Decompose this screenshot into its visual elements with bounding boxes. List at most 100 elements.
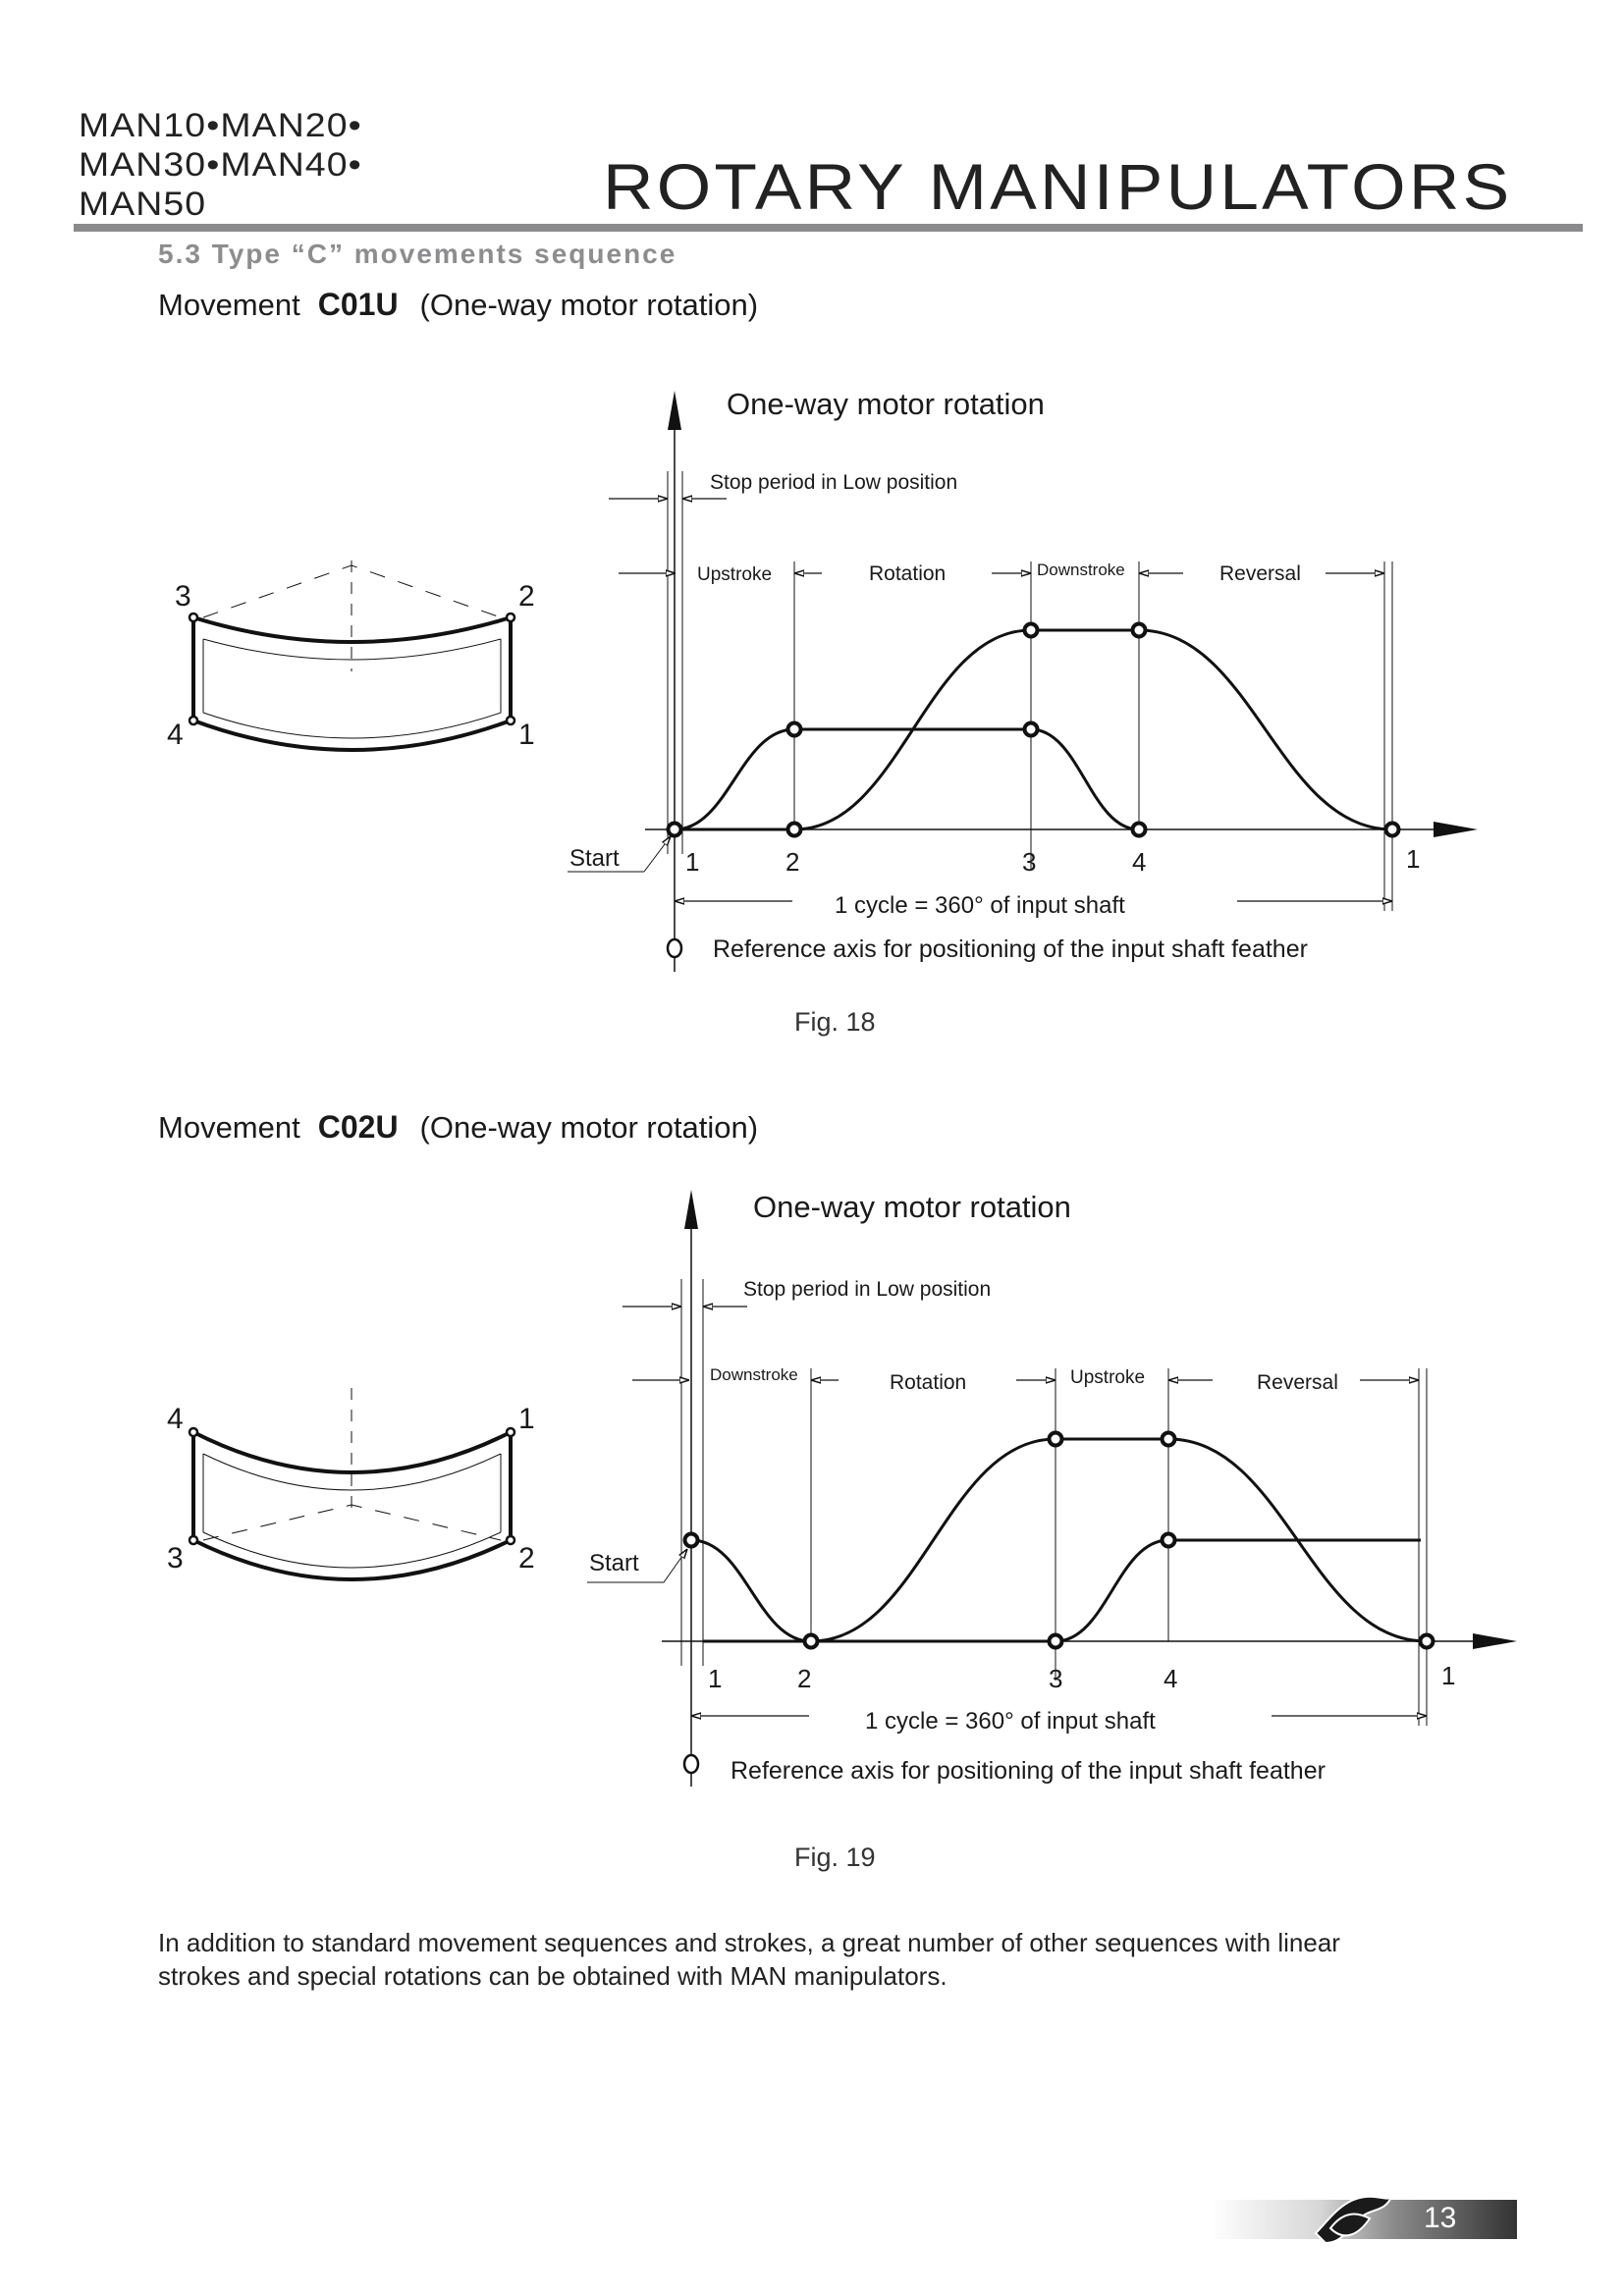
- corner-node: [505, 1426, 516, 1438]
- position-node: [1160, 1430, 1177, 1448]
- page-number: 13: [1424, 2202, 1457, 2234]
- model-list-line-2: MAN30•MAN40•: [79, 146, 362, 184]
- movement-heading-c02u: Movement C02U (One-way motor rotation): [158, 1109, 758, 1146]
- corner-node: [188, 612, 199, 623]
- position-label: 1: [685, 847, 699, 877]
- corner-node: [188, 1426, 199, 1438]
- brand-logo-icon: [1314, 2194, 1393, 2245]
- phase-label-2: Rotation: [869, 562, 946, 585]
- start-label: Start: [589, 1550, 639, 1576]
- position-label: 1: [1406, 844, 1420, 874]
- document-title: ROTARY MANIPULATORS: [603, 150, 1513, 223]
- position-label: 3: [1049, 1664, 1062, 1693]
- motion-curve: [703, 1538, 1421, 1643]
- reference-axis-icon: [682, 1753, 700, 1775]
- corner-label: 3: [175, 580, 191, 613]
- corner-label: 1: [518, 1403, 535, 1435]
- motion-arrow: [202, 1531, 502, 1569]
- movement-prefix: Movement: [158, 288, 300, 322]
- phase-label-4: Reversal: [1219, 562, 1301, 585]
- figure-19-motion-icon: [188, 1388, 516, 1581]
- x-axis-arrow-icon: [1434, 822, 1478, 837]
- figure-18-timing-diagram: [568, 391, 1478, 972]
- position-node: [1022, 721, 1040, 738]
- body-paragraph-line-2: strokes and special rotations can be obt…: [158, 1961, 947, 1991]
- corner-label: 2: [518, 580, 535, 613]
- start-label: Start: [569, 845, 620, 872]
- position-label: 1: [708, 1664, 722, 1693]
- position-node: [1047, 1632, 1064, 1650]
- movement-note: (One-way motor rotation): [419, 1110, 759, 1145]
- start-leader: [663, 1549, 687, 1583]
- section-title: 5.3 Type “C” movements sequence: [158, 239, 677, 269]
- position-node: [666, 821, 683, 838]
- position-node: [1383, 821, 1401, 838]
- motion-arrow: [202, 638, 502, 661]
- corner-node: [505, 1534, 516, 1546]
- position-label: 2: [797, 1664, 811, 1693]
- chart-title: One-way motor rotation: [727, 387, 1045, 421]
- motion-arrow: [202, 1453, 502, 1491]
- position-node: [1130, 821, 1148, 838]
- corner-label: 2: [518, 1542, 535, 1575]
- corner-node: [505, 612, 516, 623]
- movement-code: C01U: [317, 287, 399, 322]
- corner-label: 4: [167, 719, 184, 751]
- phase-label-1: Downstroke: [710, 1365, 798, 1384]
- motion-curve: [674, 727, 1140, 831]
- corner-label: 4: [167, 1403, 184, 1435]
- corner-node: [505, 715, 516, 726]
- position-label: 4: [1132, 847, 1146, 877]
- figure-18-motion-icon: [188, 561, 516, 752]
- stop-period-label: Stop period in Low position: [743, 1278, 991, 1301]
- reference-label: Reference axis for positioning of the in…: [713, 935, 1308, 963]
- movement-note: (One-way motor rotation): [419, 288, 759, 322]
- position-node: [1047, 1430, 1064, 1448]
- phase-label-4: Reversal: [1257, 1371, 1338, 1394]
- movement-code: C02U: [317, 1109, 399, 1145]
- position-label: 3: [1022, 847, 1036, 877]
- cycle-label: 1 cycle = 360° of input shaft: [835, 892, 1125, 919]
- motion-curve: [690, 1437, 1428, 1643]
- movement-prefix: Movement: [158, 1110, 300, 1145]
- figure-19-timing-diagram: [587, 1190, 1517, 1787]
- start-leader: [643, 836, 671, 873]
- header-rule: [74, 224, 1583, 232]
- model-list-line-3: MAN50: [79, 186, 207, 223]
- position-label: 1: [1441, 1661, 1455, 1690]
- position-node: [802, 1632, 820, 1650]
- corner-label: 3: [167, 1542, 184, 1575]
- reference-label: Reference axis for positioning of the in…: [731, 1757, 1326, 1785]
- path-edge: [192, 615, 512, 644]
- position-node: [682, 1531, 700, 1549]
- phase-label-3: Upstroke: [1070, 1367, 1145, 1388]
- model-list-line-1: MAN10•MAN20•: [79, 107, 362, 144]
- path-edge: [192, 1430, 512, 1474]
- body-paragraph-line-1: In addition to standard movement sequenc…: [158, 1928, 1340, 1957]
- position-node: [785, 821, 803, 838]
- position-label: 2: [785, 847, 799, 877]
- corner-node: [188, 715, 199, 726]
- position-node: [1022, 621, 1040, 639]
- position-node: [785, 721, 803, 738]
- motion-arrow: [202, 712, 502, 739]
- position-node: [1160, 1531, 1177, 1549]
- y-axis-arrow-icon: [668, 391, 681, 430]
- position-node: [1130, 621, 1148, 639]
- figure-caption: Fig. 19: [794, 1842, 876, 1872]
- corner-node: [188, 1534, 199, 1546]
- phase-label-3: Downstroke: [1037, 561, 1125, 579]
- stop-period-label: Stop period in Low position: [710, 471, 957, 494]
- x-axis-arrow-icon: [1473, 1633, 1517, 1649]
- figure-caption: Fig. 18: [794, 1007, 876, 1037]
- corner-label: 1: [518, 719, 535, 751]
- reference-axis-icon: [666, 937, 683, 959]
- chart-title: One-way motor rotation: [753, 1190, 1071, 1224]
- phase-label-2: Rotation: [890, 1371, 966, 1394]
- path-edge: [192, 1538, 512, 1581]
- position-label: 4: [1164, 1664, 1177, 1693]
- position-node: [1418, 1632, 1435, 1650]
- motion-curve: [793, 628, 1393, 831]
- y-axis-arrow-icon: [684, 1190, 698, 1229]
